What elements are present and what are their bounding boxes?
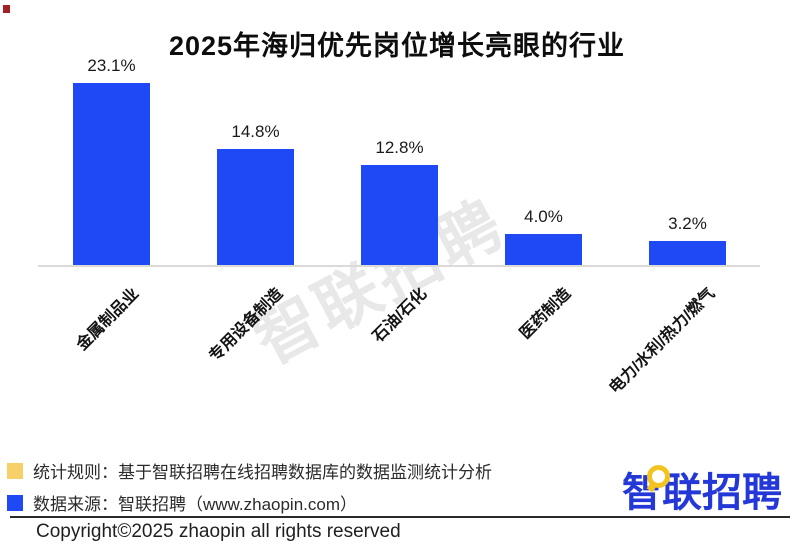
bar-2	[361, 165, 438, 266]
corner-marker	[3, 5, 10, 13]
copyright-text: Copyright©2025 zhaopin all rights reserv…	[36, 521, 401, 542]
value-label-0: 23.1%	[87, 56, 136, 75]
legend-swatch-blue	[7, 494, 23, 511]
bar-3	[505, 234, 582, 266]
category-label-4: 电力/水利/热力/燃气	[605, 285, 718, 398]
chart-title: 2025年海归优先岗位增长亮眼的行业	[168, 31, 626, 61]
footnote-row-stat-rule: 统计规则：基于智联招聘在线招聘数据库的数据监测统计分析	[7, 458, 492, 483]
footnote-row-data-source: 数据来源：智联招聘（www.zhaopin.com）	[7, 490, 357, 515]
x-axis-line	[38, 265, 760, 267]
value-label-1: 14.8%	[231, 122, 280, 141]
value-label-4: 3.2%	[668, 214, 707, 233]
bar-4	[649, 241, 726, 266]
value-label-2: 12.8%	[375, 138, 424, 157]
bar-0	[73, 83, 150, 266]
footer-divider	[10, 516, 790, 518]
bar-1	[217, 149, 294, 266]
zhaopin-logo: 智联招聘	[622, 460, 790, 515]
footnote-data-source: 数据来源：智联招聘（www.zhaopin.com）	[33, 495, 358, 514]
legend-swatch-yellow	[7, 462, 23, 479]
value-label-3: 4.0%	[524, 207, 563, 226]
logo-bubble-icon	[647, 465, 670, 488]
footnote-stat-rule: 统计规则：基于智联招聘在线招聘数据库的数据监测统计分析	[33, 463, 492, 482]
